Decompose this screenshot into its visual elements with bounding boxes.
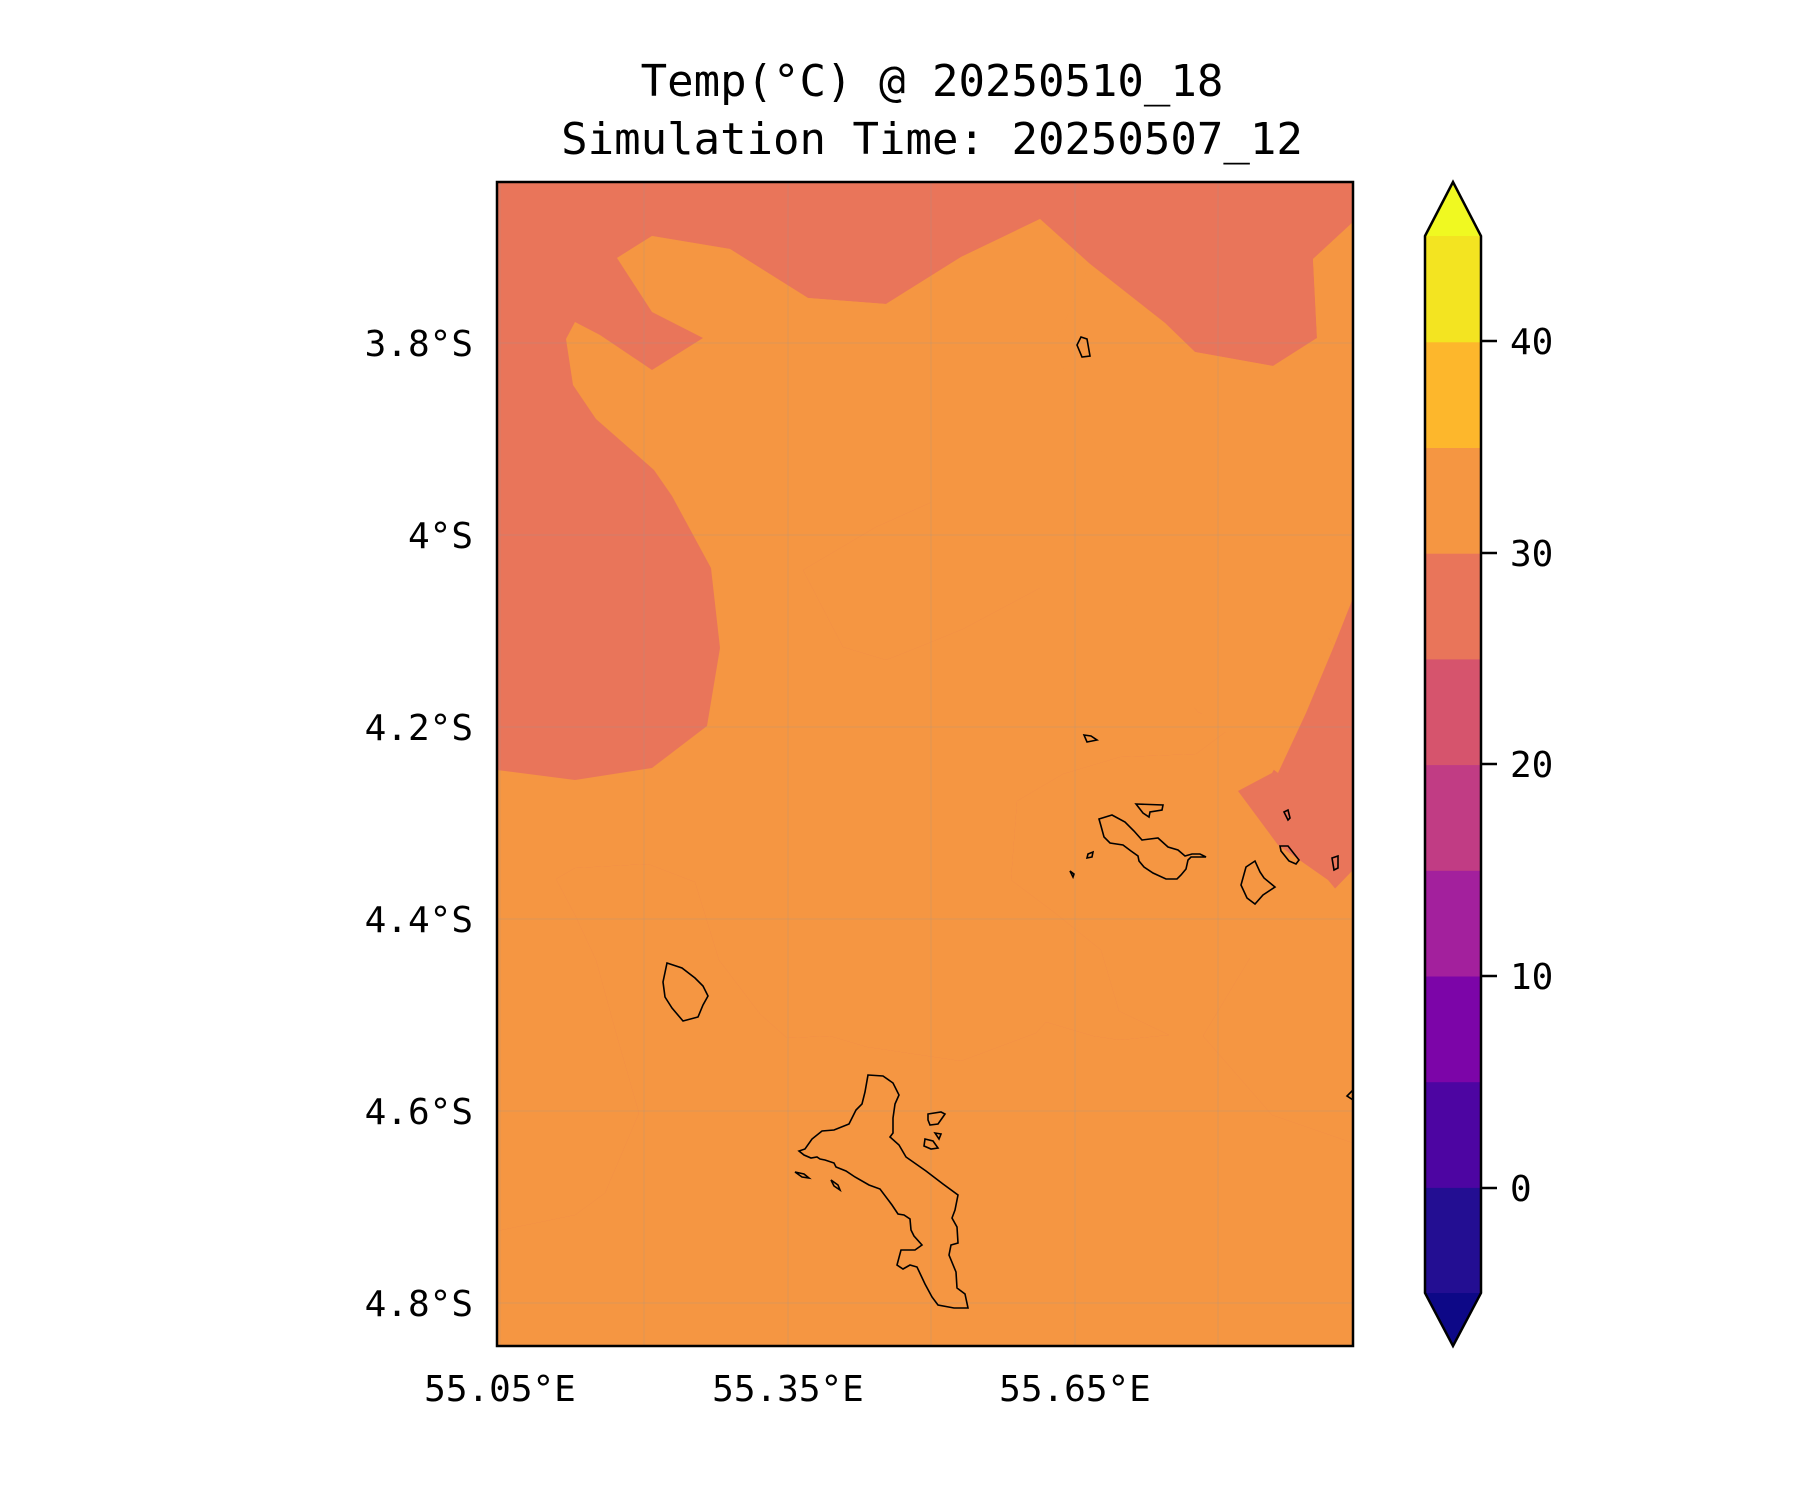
colorbar-ticks: 0 10 20 30 40 <box>1481 322 1553 1210</box>
lat-tick-label: 4.6°S <box>365 1092 473 1133</box>
island-mahe <box>797 1074 969 1309</box>
island-silhouette <box>662 961 709 1022</box>
colorbar-segment <box>1425 1187 1481 1294</box>
colorbar: 0 10 20 30 40 <box>1423 179 1553 1349</box>
lon-tick-label: 55.05°E <box>424 1369 576 1410</box>
lat-tick-label: 4.8°S <box>365 1284 473 1325</box>
colorbar-outline <box>1423 179 1483 1349</box>
colorbar-segment <box>1425 341 1481 448</box>
lon-axis: 55.05°E 55.35°E 55.65°E <box>424 1369 1151 1410</box>
map-title: Temp(°C) @ 20250510_18 <box>640 56 1224 107</box>
colorbar-tick-label: 20 <box>1510 745 1553 786</box>
lon-tick-label: 55.65°E <box>999 1369 1151 1410</box>
lat-tick-label: 4.2°S <box>365 708 473 749</box>
colorbar-segment <box>1425 1081 1481 1188</box>
colorbar-segment <box>1425 658 1481 766</box>
colorbar-under-triangle <box>1425 1293 1481 1346</box>
contour-field <box>497 182 1353 1346</box>
contour-band-30-35 <box>497 219 1353 1346</box>
lat-axis: 3.8°S 4°S 4.2°S 4.4°S 4.6°S 4.8°S <box>365 324 473 1325</box>
colorbar-tick-label: 40 <box>1510 322 1553 363</box>
map-subtitle: Simulation Time: 20250507_12 <box>561 114 1303 165</box>
lat-tick-label: 4.4°S <box>365 900 473 941</box>
lat-tick-label: 3.8°S <box>365 324 473 365</box>
colorbar-tick-label: 0 <box>1510 1169 1532 1210</box>
coastlines <box>662 336 1353 1309</box>
colorbar-tick-label: 30 <box>1510 534 1553 575</box>
colorbar-segment <box>1425 236 1481 343</box>
island-praslin <box>1098 814 1207 880</box>
lon-tick-label: 55.35°E <box>712 1369 864 1410</box>
colorbar-tick-label: 10 <box>1510 957 1553 998</box>
colorbar-segment <box>1425 975 1481 1083</box>
colorbar-over-triangle <box>1425 182 1481 236</box>
plot-frame <box>495 180 1355 1348</box>
lat-tick-label: 4°S <box>408 516 473 557</box>
colorbar-segment <box>1425 447 1481 554</box>
colorbar-segment <box>1425 764 1481 871</box>
colorbar-segments <box>1425 236 1481 1294</box>
colorbar-segment <box>1425 553 1481 660</box>
colorbar-segment <box>1425 870 1481 977</box>
